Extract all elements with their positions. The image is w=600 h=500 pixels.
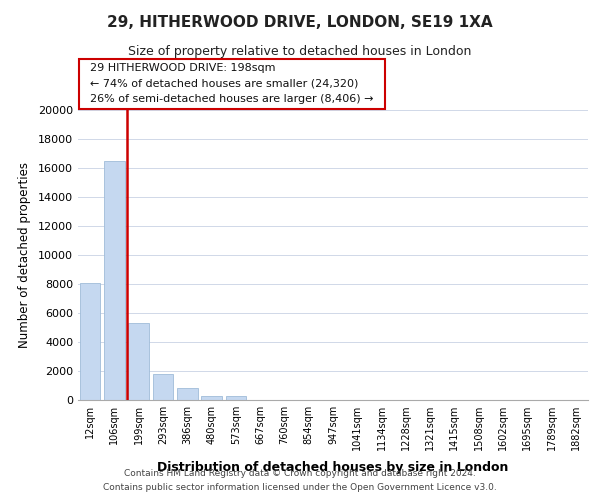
Bar <box>152 374 173 400</box>
Text: Contains HM Land Registry data © Crown copyright and database right 2024.: Contains HM Land Registry data © Crown c… <box>124 468 476 477</box>
Y-axis label: Number of detached properties: Number of detached properties <box>18 162 31 348</box>
Bar <box>177 388 197 400</box>
Text: 29, HITHERWOOD DRIVE, LONDON, SE19 1XA: 29, HITHERWOOD DRIVE, LONDON, SE19 1XA <box>107 15 493 30</box>
Text: 29 HITHERWOOD DRIVE: 198sqm
  ← 74% of detached houses are smaller (24,320)
  26: 29 HITHERWOOD DRIVE: 198sqm ← 74% of det… <box>83 63 380 104</box>
Bar <box>104 161 125 400</box>
Bar <box>80 282 100 400</box>
Bar <box>128 323 149 400</box>
Text: Contains public sector information licensed under the Open Government Licence v3: Contains public sector information licen… <box>103 484 497 492</box>
Bar <box>201 396 222 400</box>
Bar <box>226 396 246 400</box>
X-axis label: Distribution of detached houses by size in London: Distribution of detached houses by size … <box>157 462 509 474</box>
Text: Size of property relative to detached houses in London: Size of property relative to detached ho… <box>128 45 472 58</box>
